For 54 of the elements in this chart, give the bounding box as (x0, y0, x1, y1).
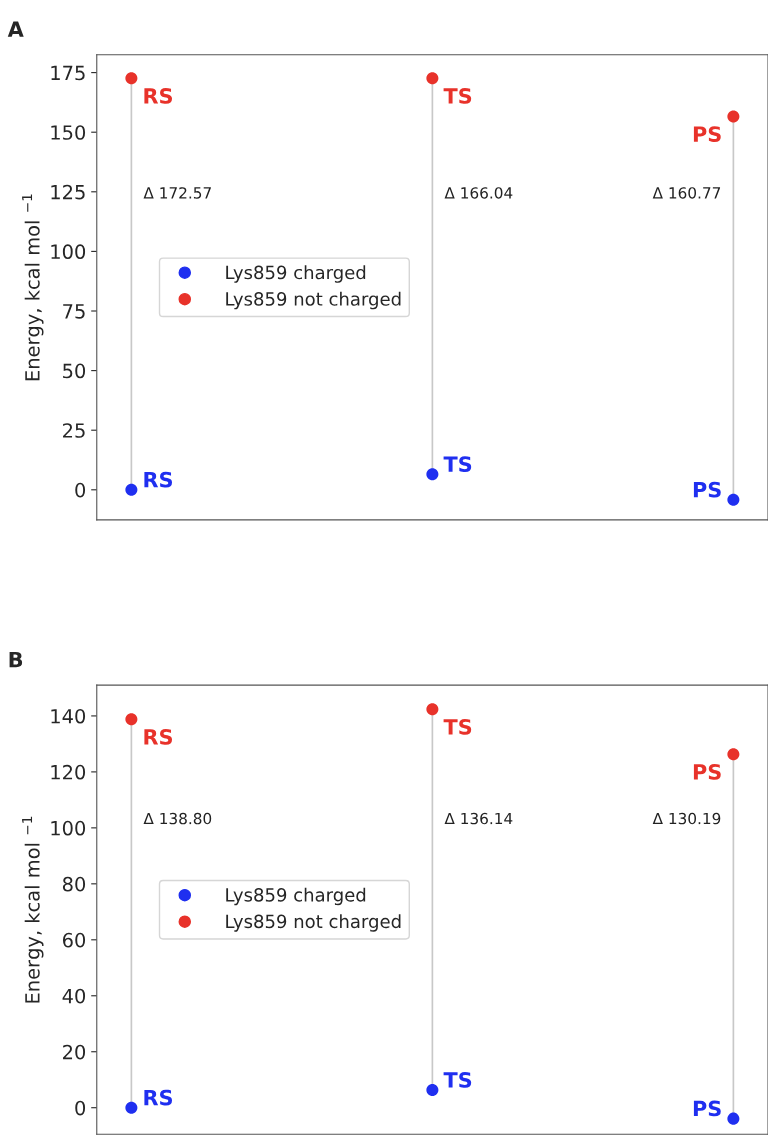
legend-label: Lys859 charged (226, 887, 366, 906)
y-tick-label: 100 (51, 820, 86, 836)
y-axis-title: Energy, kcal mol $^{−1}$ (22, 194, 44, 381)
annotation: Δ 172.57 (143, 187, 211, 199)
annotation: Δ 130.19 (652, 812, 721, 825)
y-tick-label: 20 (63, 1044, 86, 1060)
point (727, 110, 740, 123)
y-tick-label: 140 (51, 708, 86, 724)
y-tick-label: 0 (75, 482, 86, 498)
y-tick-label: 125 (51, 184, 85, 200)
data-label: TS (443, 718, 472, 735)
annotation: Δ 138.80 (143, 812, 212, 825)
y-tick-label: 75 (63, 304, 85, 319)
legend-label: Lys859 not charged (226, 291, 401, 310)
data-label: TS (443, 88, 472, 104)
point (727, 493, 740, 506)
data-label: TS (443, 456, 472, 473)
legend-label: Lys859 charged (226, 265, 366, 283)
point (727, 1112, 740, 1125)
y-tick-label: 150 (51, 125, 86, 140)
y-tick-label: 175 (51, 65, 85, 81)
y-tick-label: 0 (75, 1100, 86, 1116)
point (426, 468, 439, 481)
data-label: RS (144, 729, 173, 745)
data-label: PS (693, 1100, 721, 1117)
data-label: PS (693, 126, 721, 142)
point (125, 483, 138, 496)
annotation: Δ 166.04 (444, 187, 513, 199)
legend-label: Lys859 not charged (226, 914, 401, 932)
y-tick-label: 80 (62, 876, 86, 892)
annotation: Δ 160.77 (652, 187, 721, 199)
y-tick-label: 50 (63, 363, 86, 379)
point (125, 1101, 138, 1114)
point (426, 72, 439, 85)
point (125, 713, 138, 726)
data-label: RS (144, 1089, 173, 1106)
y-tick-label: 40 (62, 988, 86, 1004)
point (426, 1084, 439, 1097)
y-tick-label: 100 (51, 244, 86, 260)
point (426, 703, 439, 716)
y-tick-label: 25 (63, 423, 85, 438)
data-label: RS (144, 88, 173, 104)
point (125, 72, 138, 85)
y-tick-label: 60 (62, 932, 86, 948)
y-tick-label: 120 (51, 764, 86, 780)
data-label: RS (144, 471, 173, 488)
data-label: PS (693, 763, 721, 780)
chart-title: B (9, 651, 23, 668)
chart-title: A (7, 21, 24, 37)
y-axis-title: Energy, kcal mol $^{−1}$ (22, 816, 44, 1003)
data-label: TS (443, 1072, 472, 1088)
data-label: PS (693, 481, 721, 498)
point (727, 748, 740, 761)
annotation: Δ 136.14 (444, 812, 513, 825)
